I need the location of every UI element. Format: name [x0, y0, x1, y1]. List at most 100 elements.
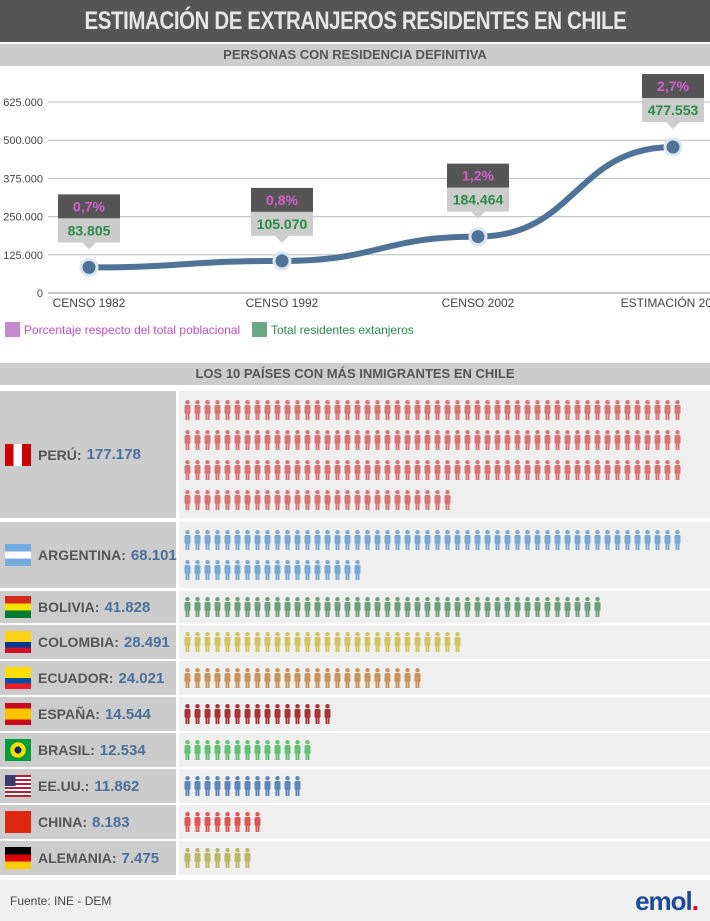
person-icon [254, 489, 261, 510]
person-icon [194, 632, 201, 652]
country-name: ECUADOR: [38, 670, 114, 686]
person-icon [544, 530, 551, 550]
total-label-box [58, 218, 120, 243]
country-row: ESPAÑA: 14.544 [0, 697, 710, 731]
person-icon [304, 429, 311, 450]
flag-eeuu-icon [5, 775, 31, 797]
person-icon [384, 399, 391, 420]
country-value: 28.491 [123, 633, 170, 651]
person-icon [464, 597, 471, 617]
person-icons [179, 805, 710, 839]
person-icon [314, 704, 321, 724]
flag-argentina-icon [5, 544, 31, 566]
person-icon [354, 459, 361, 480]
person-icon [504, 399, 511, 420]
person-icon [584, 530, 591, 550]
person-icon [304, 668, 311, 688]
person-icon [244, 668, 251, 688]
person-icon [304, 399, 311, 420]
person-icon [294, 597, 301, 617]
person-icon [474, 429, 481, 450]
person-icon [344, 399, 351, 420]
person-icon [564, 597, 571, 617]
country-name: COLOMBIA: [38, 634, 119, 650]
person-icon [204, 776, 211, 796]
person-icon [634, 459, 641, 480]
data-point [663, 137, 683, 157]
country-name: ALEMANIA: [38, 850, 117, 866]
person-icon [184, 740, 191, 760]
person-icon [224, 668, 231, 688]
y-tick-label: 0 [37, 288, 43, 300]
x-tick-label: CENSO 1982 [53, 296, 126, 310]
person-icon [274, 459, 281, 480]
person-icon [234, 560, 241, 580]
person-icon [294, 776, 301, 796]
person-icons [179, 625, 710, 659]
person-icon [494, 429, 501, 450]
flag-bolivia-icon [5, 596, 31, 618]
total-label: 83.805 [68, 222, 111, 238]
person-icon [214, 776, 221, 796]
person-icon [194, 668, 201, 688]
person-icon [674, 399, 681, 420]
person-icon [454, 530, 461, 550]
person-icon [334, 489, 341, 510]
country-name: ARGENTINA: [38, 547, 126, 563]
person-icon [534, 429, 541, 450]
x-tick-label: ESTIMACIÓN 2014 [621, 295, 710, 310]
person-icon [504, 459, 511, 480]
country-name: EE.UU.: [38, 778, 90, 794]
person-icon [314, 459, 321, 480]
person-icon [324, 668, 331, 688]
y-tick-label: 250.000 [3, 212, 43, 224]
person-icon [334, 668, 341, 688]
person-icon [294, 740, 301, 760]
person-icon [304, 704, 311, 724]
person-icon [474, 399, 481, 420]
person-icon [434, 459, 441, 480]
person-icon [614, 429, 621, 450]
person-icon [464, 399, 471, 420]
person-icon [194, 429, 201, 450]
person-icon [614, 530, 621, 550]
percentage-label-box [251, 187, 313, 212]
person-icons [179, 841, 710, 875]
person-icon [284, 704, 291, 724]
person-icon [254, 776, 261, 796]
person-icon [594, 459, 601, 480]
person-icon [184, 812, 191, 832]
person-icon [384, 459, 391, 480]
person-icon [414, 489, 421, 510]
person-icon [604, 530, 611, 550]
person-icon [354, 597, 361, 617]
person-icon [334, 632, 341, 652]
person-icon [214, 848, 221, 868]
country-value: 24.021 [118, 669, 165, 687]
person-icon [354, 668, 361, 688]
person-icon [284, 560, 291, 580]
person-icon [394, 530, 401, 550]
person-icon [514, 530, 521, 550]
person-icon [594, 597, 601, 617]
person-icon [644, 399, 651, 420]
person-icon [404, 489, 411, 510]
person-icon [514, 459, 521, 480]
country-value: 14.544 [104, 705, 151, 723]
person-icon [314, 632, 321, 652]
person-icon [254, 704, 261, 724]
person-icon [564, 459, 571, 480]
person-icon [384, 429, 391, 450]
person-icon [424, 399, 431, 420]
person-icon [284, 459, 291, 480]
person-icon [244, 740, 251, 760]
percentage-label: 0,8% [266, 192, 298, 208]
person-icon [474, 530, 481, 550]
person-icon [454, 459, 461, 480]
country-label: EE.UU.: 11.862 [0, 769, 176, 803]
label-pointer [471, 211, 485, 219]
person-icon [214, 668, 221, 688]
person-icon [554, 530, 561, 550]
person-icon [434, 399, 441, 420]
person-icon [634, 530, 641, 550]
